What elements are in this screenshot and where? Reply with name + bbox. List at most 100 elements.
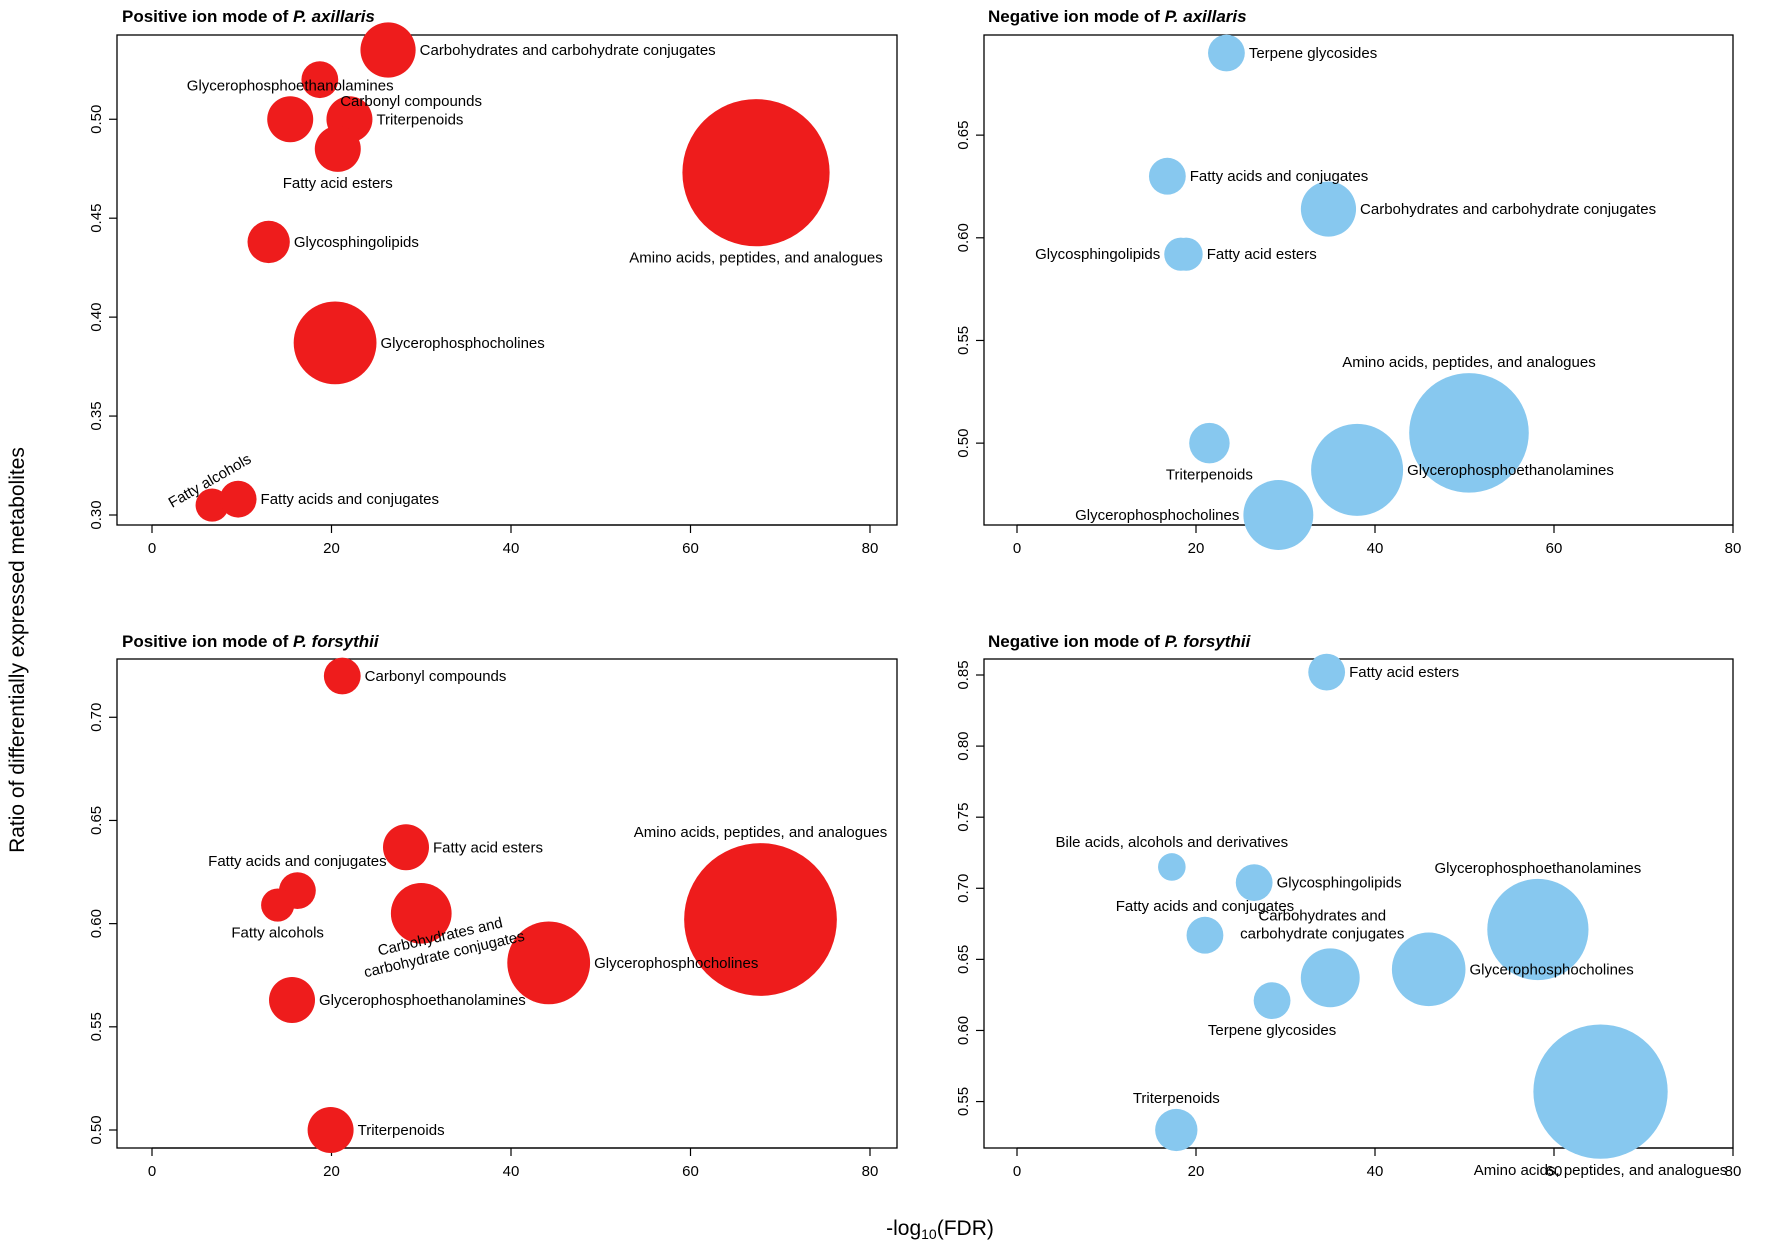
bubble-point [293,301,377,385]
panel-title-species: P. forsythii [293,632,380,651]
bubble-label: Glycerophosphoethanolamines [1407,462,1614,479]
bubble-label: Glycerophosphoethanolamines [187,77,394,94]
y-tick-label: 0.50 [88,1115,105,1144]
bubble-point [390,882,452,944]
y-tick-label: 0.65 [88,806,105,835]
bubble-label: Glycerophosphocholines [1470,961,1634,978]
y-tick-label: 0.35 [88,401,105,430]
x-tick-label: 20 [323,540,340,557]
bubble-label: Amino acids, peptides, and analogues [1342,354,1596,371]
y-tick-label: 0.30 [88,500,105,529]
bubble-point [1243,480,1314,550]
x-axis-title-suffix: (FDR) [937,1217,994,1240]
bubble-label: Amino acids, peptides, and analogues [634,824,888,841]
panel-title: Negative ion mode of P. forsythii [988,632,1252,651]
bubble-point [261,888,295,922]
bubble-label: Amino acids, peptides, and analogues [1474,1162,1728,1179]
bubble-point [307,1107,354,1153]
y-tick-label: 0.65 [955,945,972,974]
bubble-label: Triterpenoids [358,1122,445,1139]
bubble-point [323,657,361,695]
bubble-label: Triterpenoids [1166,466,1253,483]
bubble-point [1189,422,1230,464]
bubble-label: Glycosphingolipids [1277,875,1402,892]
bubble-point [314,125,361,172]
bubble-label: Glycerophosphocholines [594,955,758,972]
panel-title: Positive ion mode of P. forsythii [122,632,380,651]
y-tick-label: 0.85 [955,660,972,689]
bubble-label: Terpene glycosides [1208,1022,1336,1039]
bubble-point [301,61,339,99]
bubble-label: Triterpenoids [376,111,463,128]
bubble-point [1208,34,1245,72]
bubble-label: Fatty acid esters [433,839,543,856]
bubble-point [269,976,316,1023]
bubble-label: Triterpenoids [1133,1090,1220,1107]
x-tick-label: 40 [503,540,520,557]
bubble-point [684,843,837,996]
panel-title-species: P. forsythii [1165,632,1252,651]
bubble-point [1409,373,1529,493]
y-tick-label: 0.60 [955,1016,972,1045]
bubble-point [219,480,257,518]
x-tick-label: 80 [862,540,879,557]
bubble-label: Fatty acids and conjugates [1116,898,1294,915]
bubble-point [682,99,830,247]
x-tick-label: 40 [503,1163,520,1180]
y-tick-label: 0.80 [955,731,972,760]
y-tick-label: 0.60 [955,223,972,252]
panel-title-species: P. axillaris [1165,7,1247,26]
y-tick-label: 0.65 [955,121,972,150]
bubble-label: Amino acids, peptides, and analogues [629,249,883,266]
bubble-label: Glycerophosphocholines [1075,507,1239,524]
panel-title-species: P. axillaris [293,7,375,26]
x-tick-label: 40 [1367,540,1384,557]
y-tick-label: 0.60 [88,909,105,938]
bubble-label: Glycerophosphoethanolamines [319,992,526,1009]
chart-panels: Positive ion mode of P. axillaris 0 20 40 60… [88,7,1741,1180]
x-tick-label: 20 [1188,1163,1205,1180]
x-tick-label: 60 [682,540,699,557]
panel-title: Positive ion mode of P. axillaris [122,7,375,26]
bubble-label: Fatty alcohols [231,925,324,942]
y-tick-label: 0.70 [955,874,972,903]
bubble-point [1300,948,1360,1008]
x-tick-label: 60 [1546,1163,1563,1180]
bubble-point [1169,237,1203,271]
bubble-label: Fatty acids and conjugates [261,491,439,508]
bubble-point [1300,181,1357,237]
bubble-label: Glycerophosphocholines [380,335,544,352]
bubble-label: Fatty acid esters [283,175,393,192]
x-tick-label: 60 [682,1163,699,1180]
bubble-point [1186,916,1224,954]
x-tick-label: 60 [1546,540,1563,557]
x-axis-title-subscript: 10 [921,1226,937,1242]
panel-title-prefix: Positive ion mode of [122,632,293,651]
bubble-label: Glycosphingolipids [1035,246,1160,263]
bubble-label: Bile acids, alcohols and derivatives [1056,834,1289,851]
chart-panel-1: Positive ion mode of P. axillaris 0 20 40 60… [88,7,898,557]
bubble-label: Fatty acid esters [1207,246,1317,263]
bubble-label: Glycerophosphoethanolamines [1434,860,1641,877]
bubble-point [1487,878,1589,981]
bubble-point [507,921,591,1005]
y-tick-label: 0.70 [88,703,105,732]
y-tick-label: 0.45 [88,204,105,233]
bubble-point [1155,1108,1198,1152]
bubble-point [1235,864,1273,901]
y-axis-title: Ratio of differentially expressed metabo… [6,447,29,853]
y-tick-label: 0.50 [88,105,105,134]
bubble-label: Fatty acid esters [1349,664,1459,681]
bubble-point [267,96,314,143]
x-tick-label: 80 [1725,1163,1742,1180]
x-tick-label: 0 [148,540,156,557]
chart-panel-2: Negative ion mode of P. axillaris 0 20 40 60… [955,7,1741,557]
panel-title-prefix: Negative ion mode of [988,7,1165,26]
x-tick-label: 40 [1367,1163,1384,1180]
y-tick-label: 0.55 [955,1087,972,1116]
bubble-point [1253,982,1291,1020]
x-axis-title-prefix: -log [886,1217,921,1240]
panel-title-prefix: Positive ion mode of [122,7,293,26]
